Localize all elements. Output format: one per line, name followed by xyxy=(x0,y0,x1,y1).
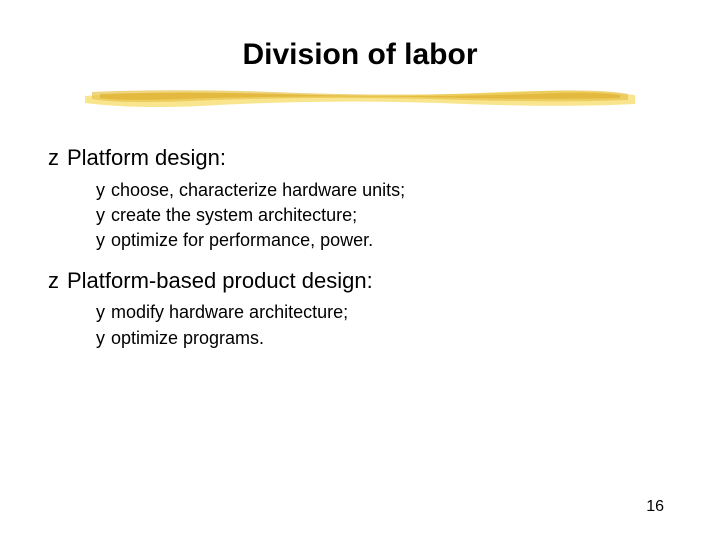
bullet-level2: y modify hardware architecture; xyxy=(96,301,672,324)
slide-title: Division of labor xyxy=(48,38,672,72)
bullet-level2: y optimize programs. xyxy=(96,327,672,350)
level2-text: modify hardware architecture; xyxy=(111,301,348,324)
bullet-y-icon: y xyxy=(96,179,105,202)
bullet-z-icon: z xyxy=(48,267,59,296)
level2-group: y choose, characterize hardware units; y… xyxy=(48,179,672,253)
title-underline-brush xyxy=(80,82,640,114)
bullet-y-icon: y xyxy=(96,327,105,350)
slide-container: Division of labor z Platform design: y c… xyxy=(0,0,720,540)
bullet-level2: y optimize for performance, power. xyxy=(96,229,672,252)
level1-text: Platform-based product design: xyxy=(67,267,373,296)
level1-text: Platform design: xyxy=(67,144,226,173)
level2-group: y modify hardware architecture; y optimi… xyxy=(48,301,672,350)
bullet-z-icon: z xyxy=(48,144,59,173)
bullet-level1: z Platform design: xyxy=(48,144,672,173)
level2-text: choose, characterize hardware units; xyxy=(111,179,405,202)
slide-content: z Platform design: y choose, characteriz… xyxy=(48,144,672,350)
level2-text: optimize for performance, power. xyxy=(111,229,373,252)
level2-text: create the system architecture; xyxy=(111,204,357,227)
bullet-y-icon: y xyxy=(96,204,105,227)
bullet-level2: y create the system architecture; xyxy=(96,204,672,227)
bullet-level1: z Platform-based product design: xyxy=(48,267,672,296)
level2-text: optimize programs. xyxy=(111,327,264,350)
bullet-y-icon: y xyxy=(96,229,105,252)
bullet-level2: y choose, characterize hardware units; xyxy=(96,179,672,202)
bullet-y-icon: y xyxy=(96,301,105,324)
page-number: 16 xyxy=(646,498,664,516)
